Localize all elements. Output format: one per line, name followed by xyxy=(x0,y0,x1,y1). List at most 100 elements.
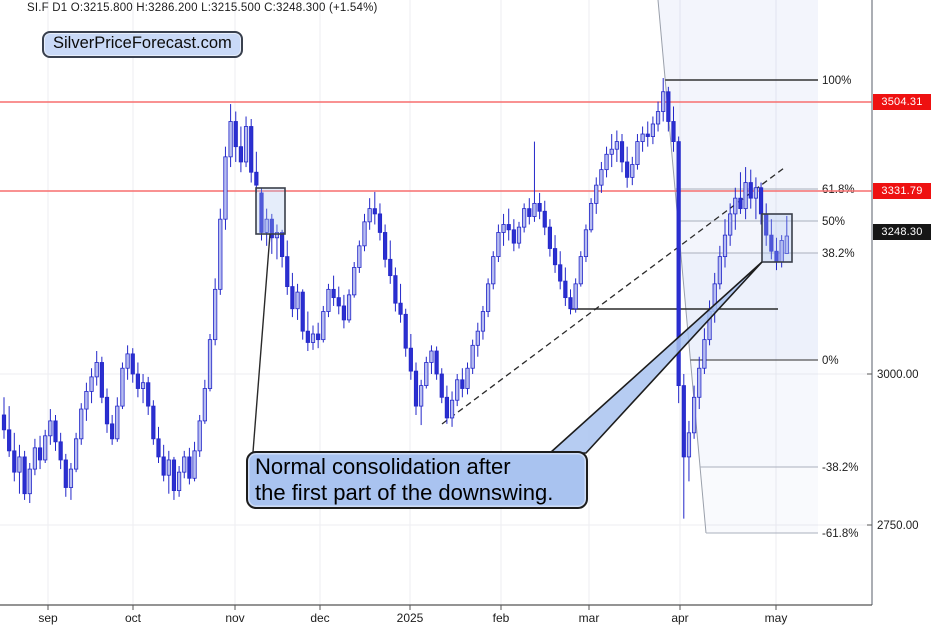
candle-body xyxy=(285,256,290,287)
candle-body xyxy=(784,235,789,254)
candle-body xyxy=(552,248,558,266)
candle-body xyxy=(22,456,27,495)
candle-body xyxy=(702,339,707,369)
candle-body xyxy=(58,441,63,461)
axes[interactable]: sep oct nov dec 2025 feb mar apr may 3000.00 2750.… xyxy=(0,0,919,625)
fib-level-label: 100% xyxy=(822,75,851,87)
candle-body xyxy=(68,468,74,488)
fib-band xyxy=(680,253,818,360)
candle-body xyxy=(419,385,424,407)
candle-body xyxy=(74,438,79,470)
candle-body xyxy=(619,141,625,163)
candle-body xyxy=(455,379,460,401)
candle-body xyxy=(681,385,686,458)
candlestick-series xyxy=(1,78,789,519)
candle-body xyxy=(295,291,300,310)
candle-body xyxy=(290,286,295,310)
candle-body xyxy=(676,141,681,387)
candle-body xyxy=(583,229,589,258)
y-axis-label: 2750.00 xyxy=(877,520,919,532)
candle-body xyxy=(408,347,413,372)
fib-band xyxy=(658,0,818,80)
candle-body xyxy=(558,264,563,282)
candle-body xyxy=(722,234,728,258)
candle-body xyxy=(511,229,516,244)
candle-body xyxy=(506,224,511,231)
candle-body xyxy=(382,232,388,260)
candle-body xyxy=(156,438,161,458)
candle-body xyxy=(753,187,759,199)
candle-body xyxy=(197,420,202,452)
candle-body xyxy=(388,258,393,277)
annotation-callout-line1: Normal consolidation after xyxy=(255,454,511,479)
fib-band xyxy=(665,80,818,189)
x-axis-label: may xyxy=(765,611,788,625)
candle-body xyxy=(733,197,738,215)
candle-body xyxy=(666,91,671,122)
candle-body xyxy=(151,405,156,440)
candle-body xyxy=(758,187,764,215)
candle-body xyxy=(573,283,578,310)
candle-body xyxy=(604,153,609,171)
candle-body xyxy=(599,169,604,186)
x-axis-label: sep xyxy=(38,611,58,625)
candle-body xyxy=(161,456,166,476)
annotation-callout[interactable]: Normal consolidation after the first par… xyxy=(246,451,588,509)
candle-body xyxy=(89,376,94,392)
candle-body xyxy=(594,184,599,204)
candle-body xyxy=(243,126,249,163)
candle-body xyxy=(434,350,439,375)
candle-body xyxy=(465,367,470,389)
candle-body xyxy=(614,141,619,150)
candle-body xyxy=(1,414,7,431)
candle-body xyxy=(625,161,630,178)
candle-body xyxy=(249,126,254,173)
candle-body xyxy=(99,362,104,398)
candle-body xyxy=(527,208,532,217)
price-badge-3504.31: 3504.31 xyxy=(873,94,931,110)
candle-body xyxy=(413,370,419,407)
candle-body xyxy=(63,459,68,488)
dashed-trendline[interactable] xyxy=(441,167,785,425)
candle-body xyxy=(568,297,573,310)
candle-body xyxy=(439,373,444,398)
fib-level-label: -38.2% xyxy=(822,462,858,474)
candle-body xyxy=(578,256,583,285)
fib-band xyxy=(690,360,818,467)
candle-body xyxy=(228,121,233,158)
x-axis-label: feb xyxy=(493,611,510,625)
candle-body xyxy=(120,367,125,407)
candle-body xyxy=(444,396,450,419)
candle-body xyxy=(640,133,645,143)
candle-body xyxy=(254,171,259,186)
fib-retracement-zone[interactable]: 100% 61.8% 50% 38.2% 0% -38.2% -61.8% xyxy=(657,0,858,540)
candle-body xyxy=(393,275,398,304)
candle-body xyxy=(352,267,357,296)
fib-level-label: -61.8% xyxy=(822,528,858,540)
fib-band xyxy=(700,467,818,533)
candle-body xyxy=(475,330,480,346)
candle-body xyxy=(316,333,321,341)
november-consolidation-box[interactable] xyxy=(255,187,286,235)
candle-body xyxy=(496,232,501,258)
candle-body xyxy=(238,146,243,163)
symbol-ohlc-readout: SI.F D1 O:3215.800 H:3286.200 L:3215.500… xyxy=(27,2,378,14)
candle-body xyxy=(326,288,331,312)
candle-body xyxy=(223,156,228,220)
candle-body xyxy=(321,311,326,341)
candle-body xyxy=(460,379,465,389)
current-consolidation-box[interactable] xyxy=(761,213,793,263)
candle-body xyxy=(27,468,32,495)
candle-body xyxy=(650,123,656,137)
fib-level-label: 61.8% xyxy=(822,184,855,196)
candle-body xyxy=(274,232,280,239)
candle-body xyxy=(269,218,274,239)
candle-body xyxy=(259,192,264,233)
callout-connector-line[interactable] xyxy=(252,233,271,453)
candle-body xyxy=(563,280,568,299)
candle-body xyxy=(115,405,120,440)
candle-body xyxy=(717,256,722,285)
price-badge-3248.30: 3248.30 xyxy=(873,224,931,240)
fib-anchor-edge-line xyxy=(657,0,707,534)
